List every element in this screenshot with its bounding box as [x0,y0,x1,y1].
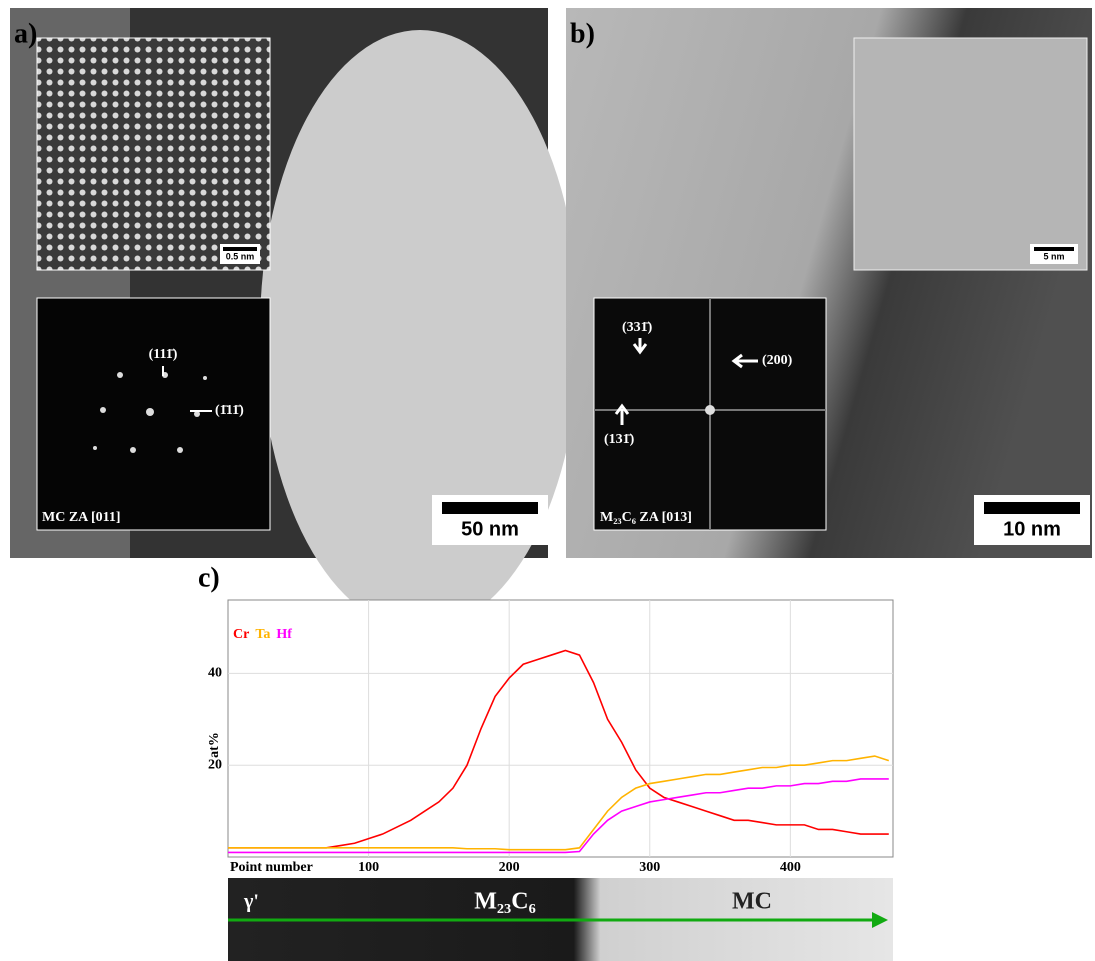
spot-label: (200) [762,353,793,368]
legend-entry: Ta [255,627,270,642]
panel-label: c) [198,562,220,593]
spot-label: (331̄) [622,320,653,335]
inset-scale: 5 nm [1043,251,1064,261]
fft-center [705,405,715,415]
legend-entry: Hf [276,627,292,642]
plot-area [228,600,893,857]
strip-label: γ' [243,891,259,913]
x-tick-label: 400 [780,860,801,875]
spot-label: (1̄11̄) [215,403,244,418]
spot-label: (111̄) [149,347,178,362]
inset-scale: 0.5 nm [226,251,255,261]
scale-label: 10 nm [1003,518,1061,540]
y-tick-label: 20 [208,757,222,772]
panel-label: a) [14,18,37,49]
y-axis-label: at% [207,732,222,758]
scale-bar [442,502,538,514]
x-axis-label: Point number [230,860,313,875]
hrtem-inset [854,38,1087,270]
legend-entry: Cr [233,627,249,642]
strip-label: MC [732,889,772,915]
x-tick-label: 200 [499,860,520,875]
scale-label: 50 nm [461,518,519,540]
zone-axis: MC ZA [011] [42,510,121,525]
scale-bar [984,502,1080,514]
panel-label: b) [570,18,595,49]
hrtem-inset [37,38,270,270]
figure: a) 0.5 nm (111̄) (1̄11̄) MC ZA [011] 50 … [0,0,1095,961]
spot-label: (131̄) [604,432,635,447]
x-tick-label: 300 [639,860,660,875]
y-tick-label: 40 [208,666,222,681]
x-tick-label: 100 [358,860,379,875]
strip-label: M₂₃C₆ [474,889,536,915]
zone-axis: M₂₃C₆ ZA [013] [600,510,692,525]
